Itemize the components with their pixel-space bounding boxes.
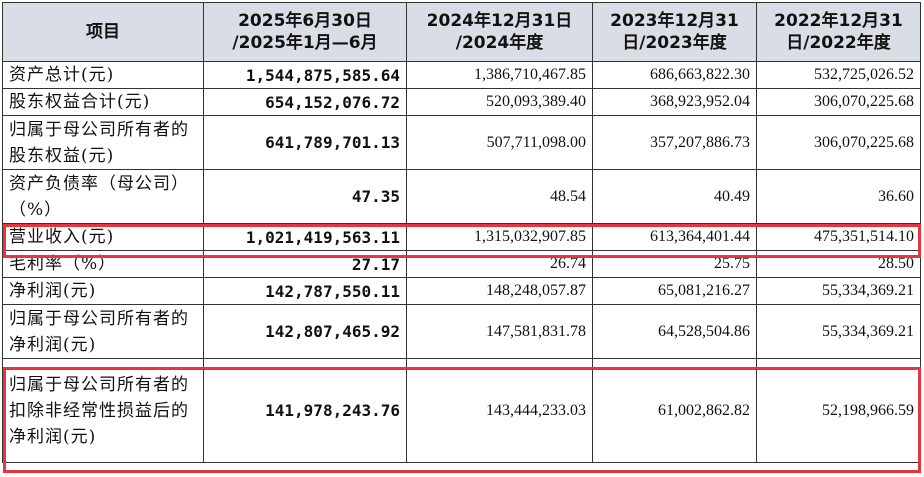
row-label: 股东权益合计(元) [2,88,204,116]
cell-value: 26.74 [406,250,593,278]
cell-value: 1,021,419,563.11 [203,223,407,251]
cell-value: 306,070,225.68 [756,115,921,170]
cell-value: 141,978,243.76 [203,358,407,463]
table-row-net-profit: 净利润(元) 142,787,550.11 148,248,057.87 65,… [2,277,921,305]
cell-value: 36.60 [756,169,921,224]
cell-value: 25.75 [592,250,757,278]
row-label: 归属于母公司所有者的净利润(元) [2,304,204,359]
row-label: 资产总计(元) [2,61,204,89]
table-row-parent-net-profit: 归属于母公司所有者的净利润(元) 142,807,465.92 147,581,… [2,304,921,359]
cell-value: 686,663,822.30 [592,61,757,89]
table-row-gross-margin: 毛利率（%） 27.17 26.74 25.75 28.50 [2,250,921,278]
cell-value: 357,207,886.73 [592,115,757,170]
table-row-revenue: 营业收入(元) 1,021,419,563.11 1,315,032,907.8… [2,223,921,251]
table-row-adjusted-net-profit: 归属于母公司所有者的扣除非经常性损益后的净利润(元) 141,978,243.7… [2,358,921,463]
header-row: 项目 2025年6月30日 /2025年1月—6月 2024年12月31日 /2… [2,2,921,62]
cell-value: 532,725,026.52 [756,61,921,89]
cell-value: 641,789,701.13 [203,115,407,170]
cell-value: 143,444,233.03 [406,358,593,463]
header-item: 项目 [2,2,204,62]
cell-value: 654,152,076.72 [203,88,407,116]
cell-value: 475,351,514.10 [756,223,921,251]
row-label: 归属于母公司所有者的股东权益(元) [2,115,204,170]
cell-value: 48.54 [406,169,593,224]
table-row-equity: 股东权益合计(元) 654,152,076.72 520,093,389.40 … [2,88,921,116]
cell-value: 520,093,389.40 [406,88,593,116]
cell-value: 27.17 [203,250,407,278]
cell-value: 1,544,875,585.64 [203,61,407,89]
cell-value: 64,528,504.86 [592,304,757,359]
cell-value: 28.50 [756,250,921,278]
cell-value: 613,364,401.44 [592,223,757,251]
cell-value: 1,315,032,907.85 [406,223,593,251]
table-row-total-assets: 资产总计(元) 1,544,875,585.64 1,386,710,467.8… [2,61,921,89]
cell-value: 40.49 [592,169,757,224]
row-label: 净利润(元) [2,277,204,305]
header-2025h1: 2025年6月30日 /2025年1月—6月 [203,2,407,62]
table-row-debt-ratio: 资产负债率（母公司）（%） 47.35 48.54 40.49 36.60 [2,169,921,224]
cell-value: 507,711,098.00 [406,115,593,170]
cell-value: 52,198,966.59 [756,358,921,463]
cell-value: 306,070,225.68 [756,88,921,116]
header-2024: 2024年12月31日 /2024年度 [406,2,593,62]
header-2022: 2022年12月31 日/2022年度 [756,2,921,62]
cell-value: 61,002,862.82 [592,358,757,463]
cell-value: 47.35 [203,169,407,224]
row-label: 营业收入(元) [2,223,204,251]
cell-value: 147,581,831.78 [406,304,593,359]
cell-value: 1,386,710,467.85 [406,61,593,89]
cell-value: 65,081,216.27 [592,277,757,305]
cell-value: 55,334,369.21 [756,277,921,305]
header-2023: 2023年12月31 日/2023年度 [592,2,757,62]
row-label: 毛利率（%） [2,250,204,278]
cell-value: 368,923,952.04 [592,88,757,116]
row-label: 归属于母公司所有者的扣除非经常性损益后的净利润(元) [2,358,204,463]
cell-value: 142,787,550.11 [203,277,407,305]
cell-value: 55,334,369.21 [756,304,921,359]
row-label: 资产负债率（母公司）（%） [2,169,204,224]
financial-table: 项目 2025年6月30日 /2025年1月—6月 2024年12月31日 /2… [2,2,921,463]
cell-value: 148,248,057.87 [406,277,593,305]
cell-value: 142,807,465.92 [203,304,407,359]
table-row-parent-equity: 归属于母公司所有者的股东权益(元) 641,789,701.13 507,711… [2,115,921,170]
